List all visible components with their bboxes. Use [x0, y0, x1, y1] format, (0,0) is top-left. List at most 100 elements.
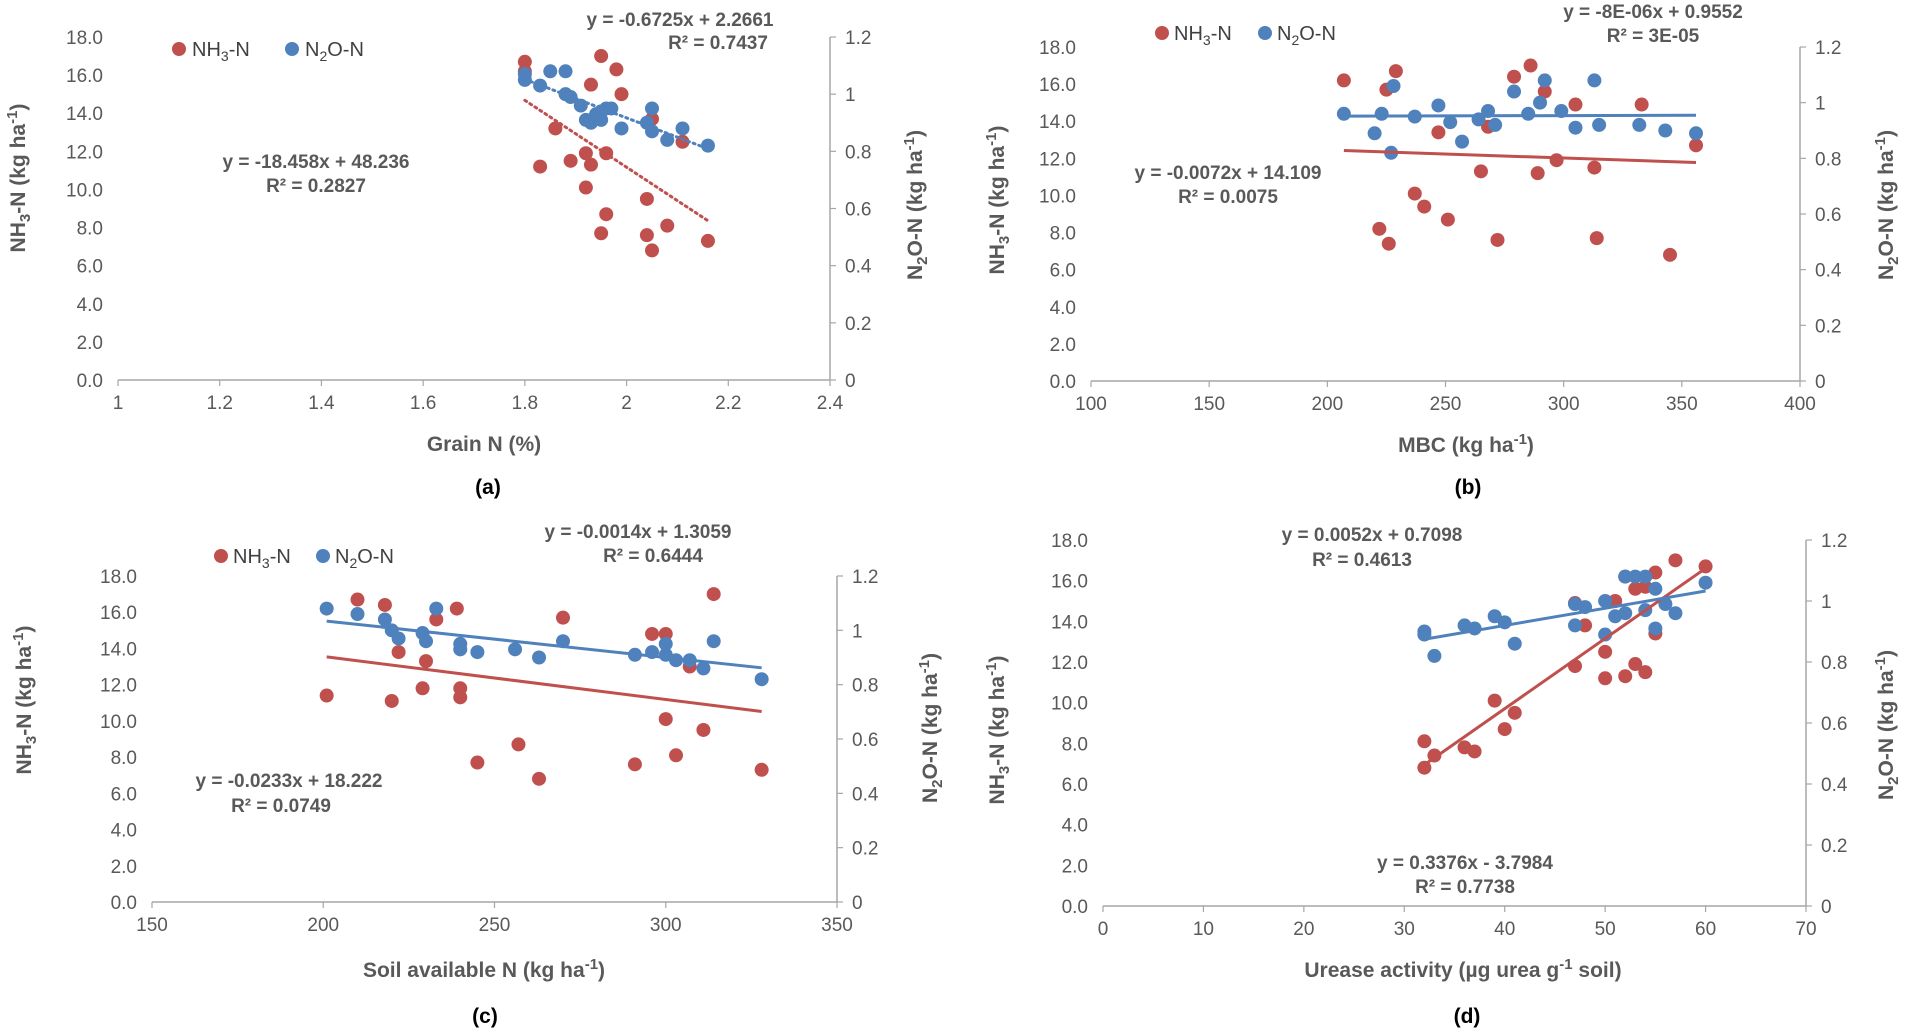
- y-axis-title-left: NH3-N (kg ha-1): [4, 104, 34, 253]
- y-axis-title-right: N2O-N (kg ha-1): [916, 653, 946, 803]
- n2o-point: [1374, 106, 1389, 121]
- panel-d-plot: 0 10 20 30 40 50 60 700.02.04.06.08.010.012.014…: [1051, 531, 1848, 940]
- y-tick-label: 16.0: [1051, 572, 1088, 593]
- y-tick-label: 8.0: [1050, 224, 1076, 245]
- nh3-point: [391, 645, 406, 660]
- y2-tick-label: 1: [1815, 94, 1826, 115]
- x-tick-label: 1: [113, 393, 124, 414]
- y-tick-label: 2.0: [111, 857, 137, 878]
- y-tick-label: 0.0: [1062, 897, 1088, 918]
- nh3-point: [1598, 644, 1613, 659]
- y-tick-label: 10.0: [1051, 694, 1088, 715]
- nh3-point: [658, 712, 673, 727]
- nh3-point: [700, 233, 715, 248]
- nh3-point: [1638, 665, 1653, 680]
- n2o-point: [532, 650, 547, 665]
- n2o-trendline: [1343, 113, 1697, 118]
- nh3-point: [583, 157, 598, 172]
- nh3-point: [696, 722, 711, 737]
- x-tick-label: 250: [1430, 394, 1462, 415]
- y-axis-title-right: N2O-N (kg ha-1): [901, 130, 931, 280]
- y2-tick-label: 0.4: [852, 784, 879, 805]
- equation-nh3: y = -0.0233x + 18.222: [196, 771, 383, 792]
- y-tick-label: 4.0: [111, 821, 137, 842]
- nh3-point: [350, 592, 365, 607]
- legend-n2o-label: N2O-N: [335, 546, 394, 571]
- y2-tick-label: 0.8: [1815, 149, 1841, 170]
- x-tick-label: 10: [1193, 919, 1214, 940]
- y2-tick-label: 0.6: [845, 200, 871, 221]
- y-tick-label: 12.0: [66, 142, 103, 163]
- nh3-point: [1618, 669, 1633, 684]
- nh3-point: [645, 626, 660, 641]
- y-axis-title-left: NH3-N (kg ha-1): [10, 626, 40, 775]
- x-axis-title: MBC (kg ha-1): [1398, 431, 1534, 457]
- nh3-trendline: [326, 655, 762, 714]
- nh3-trendline: [523, 98, 710, 223]
- legend-n2o-label: N2O-N: [305, 39, 364, 64]
- r2-nh3: R² = 0.0075: [1178, 187, 1278, 208]
- y2-tick-label: 0.4: [845, 257, 872, 278]
- r2-n2o: R² = 0.4613: [1312, 550, 1412, 571]
- y-tick-label: 8.0: [77, 219, 103, 240]
- x-tick-label: 2: [621, 393, 632, 414]
- n2o-point: [470, 645, 485, 660]
- n2o-point: [1386, 78, 1401, 93]
- nh3-point: [578, 180, 593, 195]
- y2-tick-label: 0: [1815, 372, 1826, 393]
- n2o-point: [658, 636, 673, 651]
- n2o-point: [429, 601, 444, 616]
- nh3-point: [1549, 153, 1564, 168]
- y-tick-label: 4.0: [77, 295, 103, 316]
- n2o-point: [1427, 648, 1442, 663]
- nh3-point: [669, 748, 684, 763]
- y-tick-label: 14.0: [66, 104, 103, 125]
- equation-nh3: y = 0.3376x - 3.7984: [1377, 853, 1553, 874]
- nh3-point: [1417, 199, 1432, 214]
- n2o-point: [543, 64, 558, 79]
- x-tick-label: 2.4: [817, 393, 844, 414]
- y2-tick-label: 1: [845, 85, 856, 106]
- panel-a-plot: 1 1.2 1.4 1.6 1.8 2 2.2 2.4 0.0 2.0 4.0 6.0 8.0 10.0 1…: [66, 28, 872, 414]
- nh3-point: [1668, 553, 1683, 568]
- legend-nh3-label: NH3-N: [192, 39, 250, 64]
- r2-n2o: R² = 0.7437: [668, 33, 768, 54]
- equation-n2o: y = -0.6725x + 2.2661: [587, 10, 774, 31]
- nh3-point: [1530, 166, 1545, 181]
- x-tick-label: 200: [307, 915, 339, 936]
- y-tick-label: 6.0: [111, 784, 137, 805]
- y2-tick-label: 0: [1821, 897, 1832, 918]
- y-tick-label: 2.0: [1050, 335, 1076, 356]
- y-tick-label: 14.0: [1039, 112, 1076, 133]
- legend-nh3-label: NH3-N: [233, 546, 291, 571]
- legend-nh3-marker: [172, 42, 186, 56]
- nh3-point: [548, 121, 563, 136]
- nh3-point: [658, 626, 673, 641]
- nh3-point: [1467, 744, 1482, 759]
- n2o-point: [1632, 117, 1647, 132]
- panel-a: 1 1.2 1.4 1.6 1.8 2 2.2 2.4 0.0 2.0 4.0 6.0 8.0 10.0 1…: [4, 10, 931, 499]
- x-tick-label: 100: [1075, 394, 1107, 415]
- x-tick-label: 150: [1193, 394, 1225, 415]
- nh3-point: [511, 737, 526, 752]
- legend-n2o-marker: [1258, 26, 1272, 40]
- nh3-point: [556, 610, 570, 625]
- n2o-trendline: [326, 619, 762, 670]
- x-tick-label: 200: [1311, 394, 1343, 415]
- n2o-point: [1587, 73, 1602, 88]
- panel-b-plot: 100 150 200 250 300 350 400 0.0 2.0 4.0 6.0 8.0 10.0…: [1039, 38, 1842, 415]
- n2o-point: [1698, 575, 1713, 590]
- nh3-point: [1440, 212, 1455, 227]
- n2o-point: [1618, 606, 1633, 621]
- nh3-point: [1507, 69, 1522, 84]
- y2-tick-label: 0.6: [852, 730, 878, 751]
- nh3-point: [449, 601, 464, 616]
- nh3-point: [1388, 64, 1403, 79]
- y2-tick-label: 0.8: [1821, 653, 1847, 674]
- n2o-point: [1507, 84, 1522, 99]
- y-tick-label: 2.0: [77, 333, 103, 354]
- n2o-point: [645, 101, 659, 116]
- nh3-point: [1523, 58, 1538, 73]
- y2-tick-label: 1.2: [845, 28, 871, 49]
- x-tick-label: 350: [821, 915, 853, 936]
